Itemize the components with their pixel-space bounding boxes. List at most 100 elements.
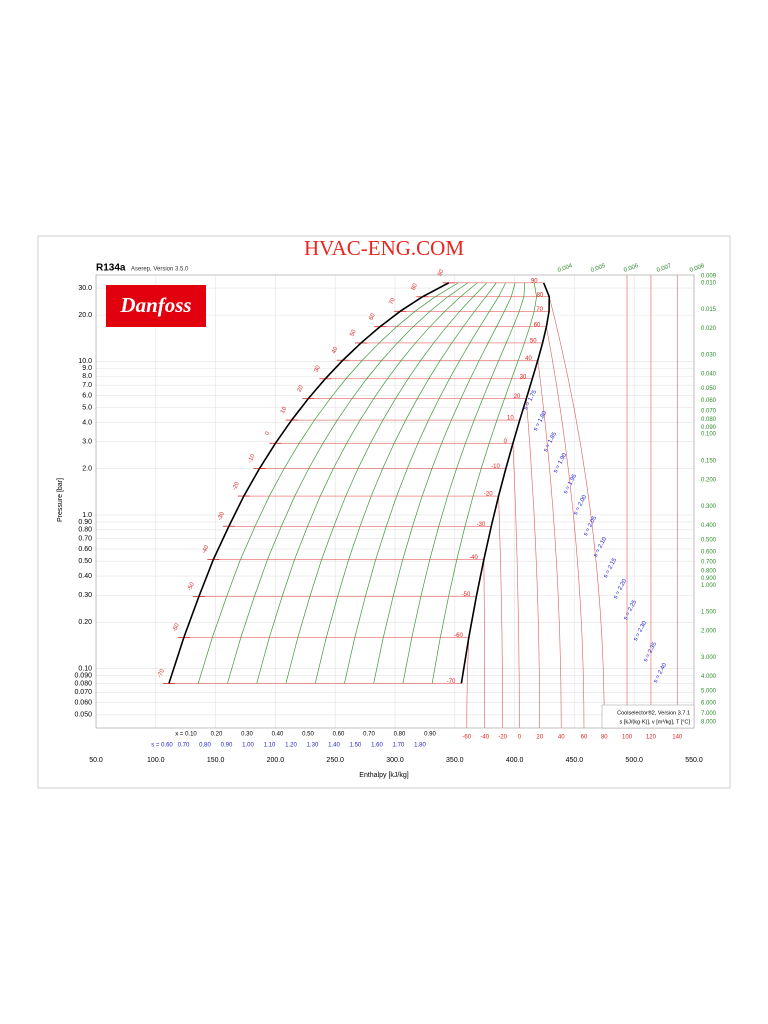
liquid-temp-label: 40: [331, 346, 340, 355]
units-note: s [kJ/(kg·K)], v [m³/kg], T [°C]: [620, 719, 691, 725]
quality-line: [285, 282, 487, 684]
superheat-temp-label: 0: [518, 735, 522, 741]
x-tick-label: 550.0: [685, 757, 703, 764]
volume-label: 0.800: [701, 568, 717, 574]
liquid-temp-label: -60: [172, 622, 181, 633]
superheat-temp-label: -20: [498, 735, 507, 741]
y-tick-label: 20.0: [78, 312, 92, 319]
y-tick-label: 0.050: [74, 712, 92, 719]
logo: Danfoss: [119, 293, 191, 317]
volume-label: 5.000: [701, 689, 717, 695]
vapor-temp-label: 90: [531, 278, 538, 284]
quality-label: 0.60: [333, 732, 345, 738]
liquid-temp-label: -50: [187, 581, 196, 592]
quality-line: [344, 282, 506, 684]
y-tick-label: 6.0: [82, 392, 92, 399]
superheat-temp-label: 100: [622, 735, 633, 741]
x-tick-label: 250.0: [326, 757, 344, 764]
y-tick-label: 30.0: [78, 285, 92, 292]
liquid-temp-label: 90: [437, 268, 446, 277]
x-tick-label: 400.0: [506, 757, 524, 764]
volume-label: 0.600: [701, 549, 717, 555]
vapor-temp-label: -60: [454, 633, 463, 639]
volume-label: 1.500: [701, 610, 717, 616]
info-box: [601, 704, 695, 729]
liquid-temp-label: 30: [314, 364, 323, 373]
chart-title: HVAC-ENG.COM: [304, 236, 464, 260]
y-tick-label: 7.0: [82, 382, 92, 389]
entropy-label: 1.70: [393, 743, 405, 749]
quality-label: 0.80: [394, 732, 406, 738]
superheat-temp-label: 80: [601, 735, 608, 741]
quality-line: [431, 282, 537, 684]
entropy-label: 1.60: [371, 743, 383, 749]
software: Coolselector®2, Version 3.7.1: [617, 709, 690, 716]
entropy-label: 1.40: [328, 743, 340, 749]
y-tick-label: 0.080: [74, 680, 92, 687]
y-tick-label: 0.070: [74, 689, 92, 696]
vapor-temp-label: -70: [447, 679, 456, 685]
y-tick-label: 5.0: [82, 404, 92, 411]
quality-line: [256, 282, 478, 684]
volume-label: 0.900: [701, 576, 717, 582]
volume-label: 0.009: [701, 274, 717, 280]
isotherm-superheat: [466, 637, 470, 728]
y-tick-label: 0.80: [78, 527, 92, 534]
quality-line: [314, 282, 497, 684]
isotherm-superheat: [498, 496, 503, 728]
superheat-temp-label: 120: [646, 735, 657, 741]
quality-label: 0.50: [302, 732, 314, 738]
x-tick-label: 50.0: [89, 757, 103, 764]
liquid-temp-label: -10: [247, 453, 256, 464]
volume-label: 2.000: [701, 629, 717, 635]
y-tick-label: 0.30: [78, 592, 92, 599]
entropy-label: 1.50: [350, 743, 362, 749]
entropy-label: 0.70: [178, 743, 190, 749]
x-tick-label: 300.0: [386, 757, 404, 764]
volume-label: 0.008: [689, 263, 706, 274]
vapor-temp-label: 20: [514, 394, 521, 400]
volume-label: 0.030: [701, 353, 717, 359]
liquid-temp-label: -70: [157, 668, 166, 679]
x-tick-label: 350.0: [446, 757, 464, 764]
volume-label: 0.050: [701, 386, 717, 392]
quality-label: 0.40: [272, 732, 284, 738]
volume-label: 0.005: [590, 263, 607, 274]
quality-line: [197, 282, 459, 684]
superheat-temp-label: -40: [480, 735, 489, 741]
x-tick-label: 200.0: [267, 757, 285, 764]
entropy-label: 0.80: [199, 743, 211, 749]
frame: [37, 235, 731, 789]
y-tick-label: 0.20: [78, 619, 92, 626]
liquid-temp-label: -30: [217, 511, 226, 522]
quality-line: [373, 282, 516, 684]
quality-line: [227, 282, 468, 684]
isotherm-superheat: [526, 398, 541, 728]
vapor-temp-label: 70: [536, 307, 543, 313]
y-tick-label: 0.10: [78, 665, 92, 672]
volume-label: 0.200: [701, 477, 717, 483]
isotherm-superheat: [546, 326, 585, 728]
y-tick-label: 0.70: [78, 536, 92, 543]
vapor-temp-label: 10: [507, 416, 514, 422]
entropy-label: s = 0.60: [151, 743, 173, 749]
y-tick-label: 4.0: [82, 419, 92, 426]
y-tick-label: 10.0: [78, 358, 92, 365]
quality-label: 0.70: [363, 732, 375, 738]
liquid-temp-label: -40: [201, 544, 210, 555]
version: Aserep, Version 3.5.0: [131, 267, 189, 273]
entropy-label: 1.00: [242, 743, 254, 749]
y-tick-label: 3.0: [82, 439, 92, 446]
vapor-temp-label: 30: [520, 374, 527, 380]
logo-box: [106, 285, 206, 327]
x-axis-title: Enthalpy [kJ/kg]: [359, 772, 408, 779]
superheat-temp-label: 60: [581, 735, 588, 741]
entropy-label: 1.80: [414, 743, 426, 749]
vapor-temp-label: 40: [525, 356, 532, 362]
volume-label: 0.010: [701, 280, 717, 286]
isotherm-superheat: [537, 360, 562, 728]
entropy-label: 1.10: [264, 743, 276, 749]
volume-label: 0.500: [701, 537, 717, 543]
vapor-temp-label: -50: [462, 592, 471, 598]
